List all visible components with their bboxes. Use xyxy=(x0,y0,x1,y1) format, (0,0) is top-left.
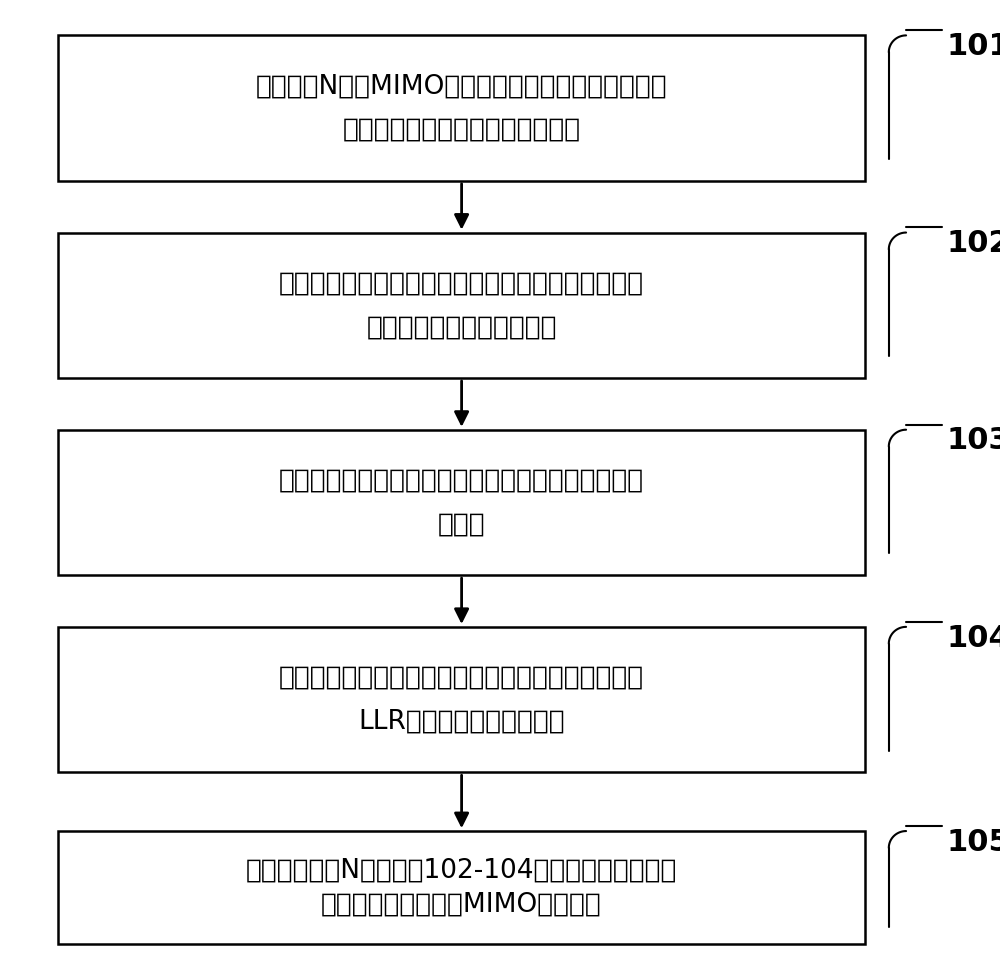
Text: 将所述软判决模块划分为等效噪声计算和对数似然比: 将所述软判决模块划分为等效噪声计算和对数似然比 xyxy=(279,665,644,691)
FancyBboxPatch shape xyxy=(58,627,865,772)
Text: 对所述块数据N按照步骤102-104划分后的子模块采用: 对所述块数据N按照步骤102-104划分后的子模块采用 xyxy=(246,857,677,883)
Text: 子模块: 子模块 xyxy=(438,512,485,537)
Text: 将所述数据均衡模块划分为矩阵相乘和矩阵相乘两个: 将所述数据均衡模块划分为矩阵相乘和矩阵相乘两个 xyxy=(279,468,644,493)
Text: 101: 101 xyxy=(946,33,1000,61)
Text: 104: 104 xyxy=(946,624,1000,652)
Text: 105: 105 xyxy=(946,828,1000,856)
Text: 将块数据N进行MIMO解调的求解过程划分为加权矩阵: 将块数据N进行MIMO解调的求解过程划分为加权矩阵 xyxy=(256,74,667,100)
FancyBboxPatch shape xyxy=(58,430,865,575)
FancyBboxPatch shape xyxy=(58,832,865,944)
Text: 102: 102 xyxy=(946,229,1000,259)
Text: 模块、数据均衡模块和软判决模块: 模块、数据均衡模块和软判决模块 xyxy=(343,117,581,143)
Text: 相加和矩阵相乘三个子模块: 相加和矩阵相乘三个子模块 xyxy=(366,314,557,340)
Text: 103: 103 xyxy=(946,426,1000,455)
Text: 循环处理的方式进行MIMO优化解调: 循环处理的方式进行MIMO优化解调 xyxy=(321,891,602,918)
FancyBboxPatch shape xyxy=(58,233,865,378)
Text: 将所述加权矩阵模块划分为矩阵共轭转置变换、矩阵: 将所述加权矩阵模块划分为矩阵共轭转置变换、矩阵 xyxy=(279,270,644,296)
FancyBboxPatch shape xyxy=(58,35,865,181)
Text: LLR软信息计算两个子模块: LLR软信息计算两个子模块 xyxy=(358,709,565,735)
